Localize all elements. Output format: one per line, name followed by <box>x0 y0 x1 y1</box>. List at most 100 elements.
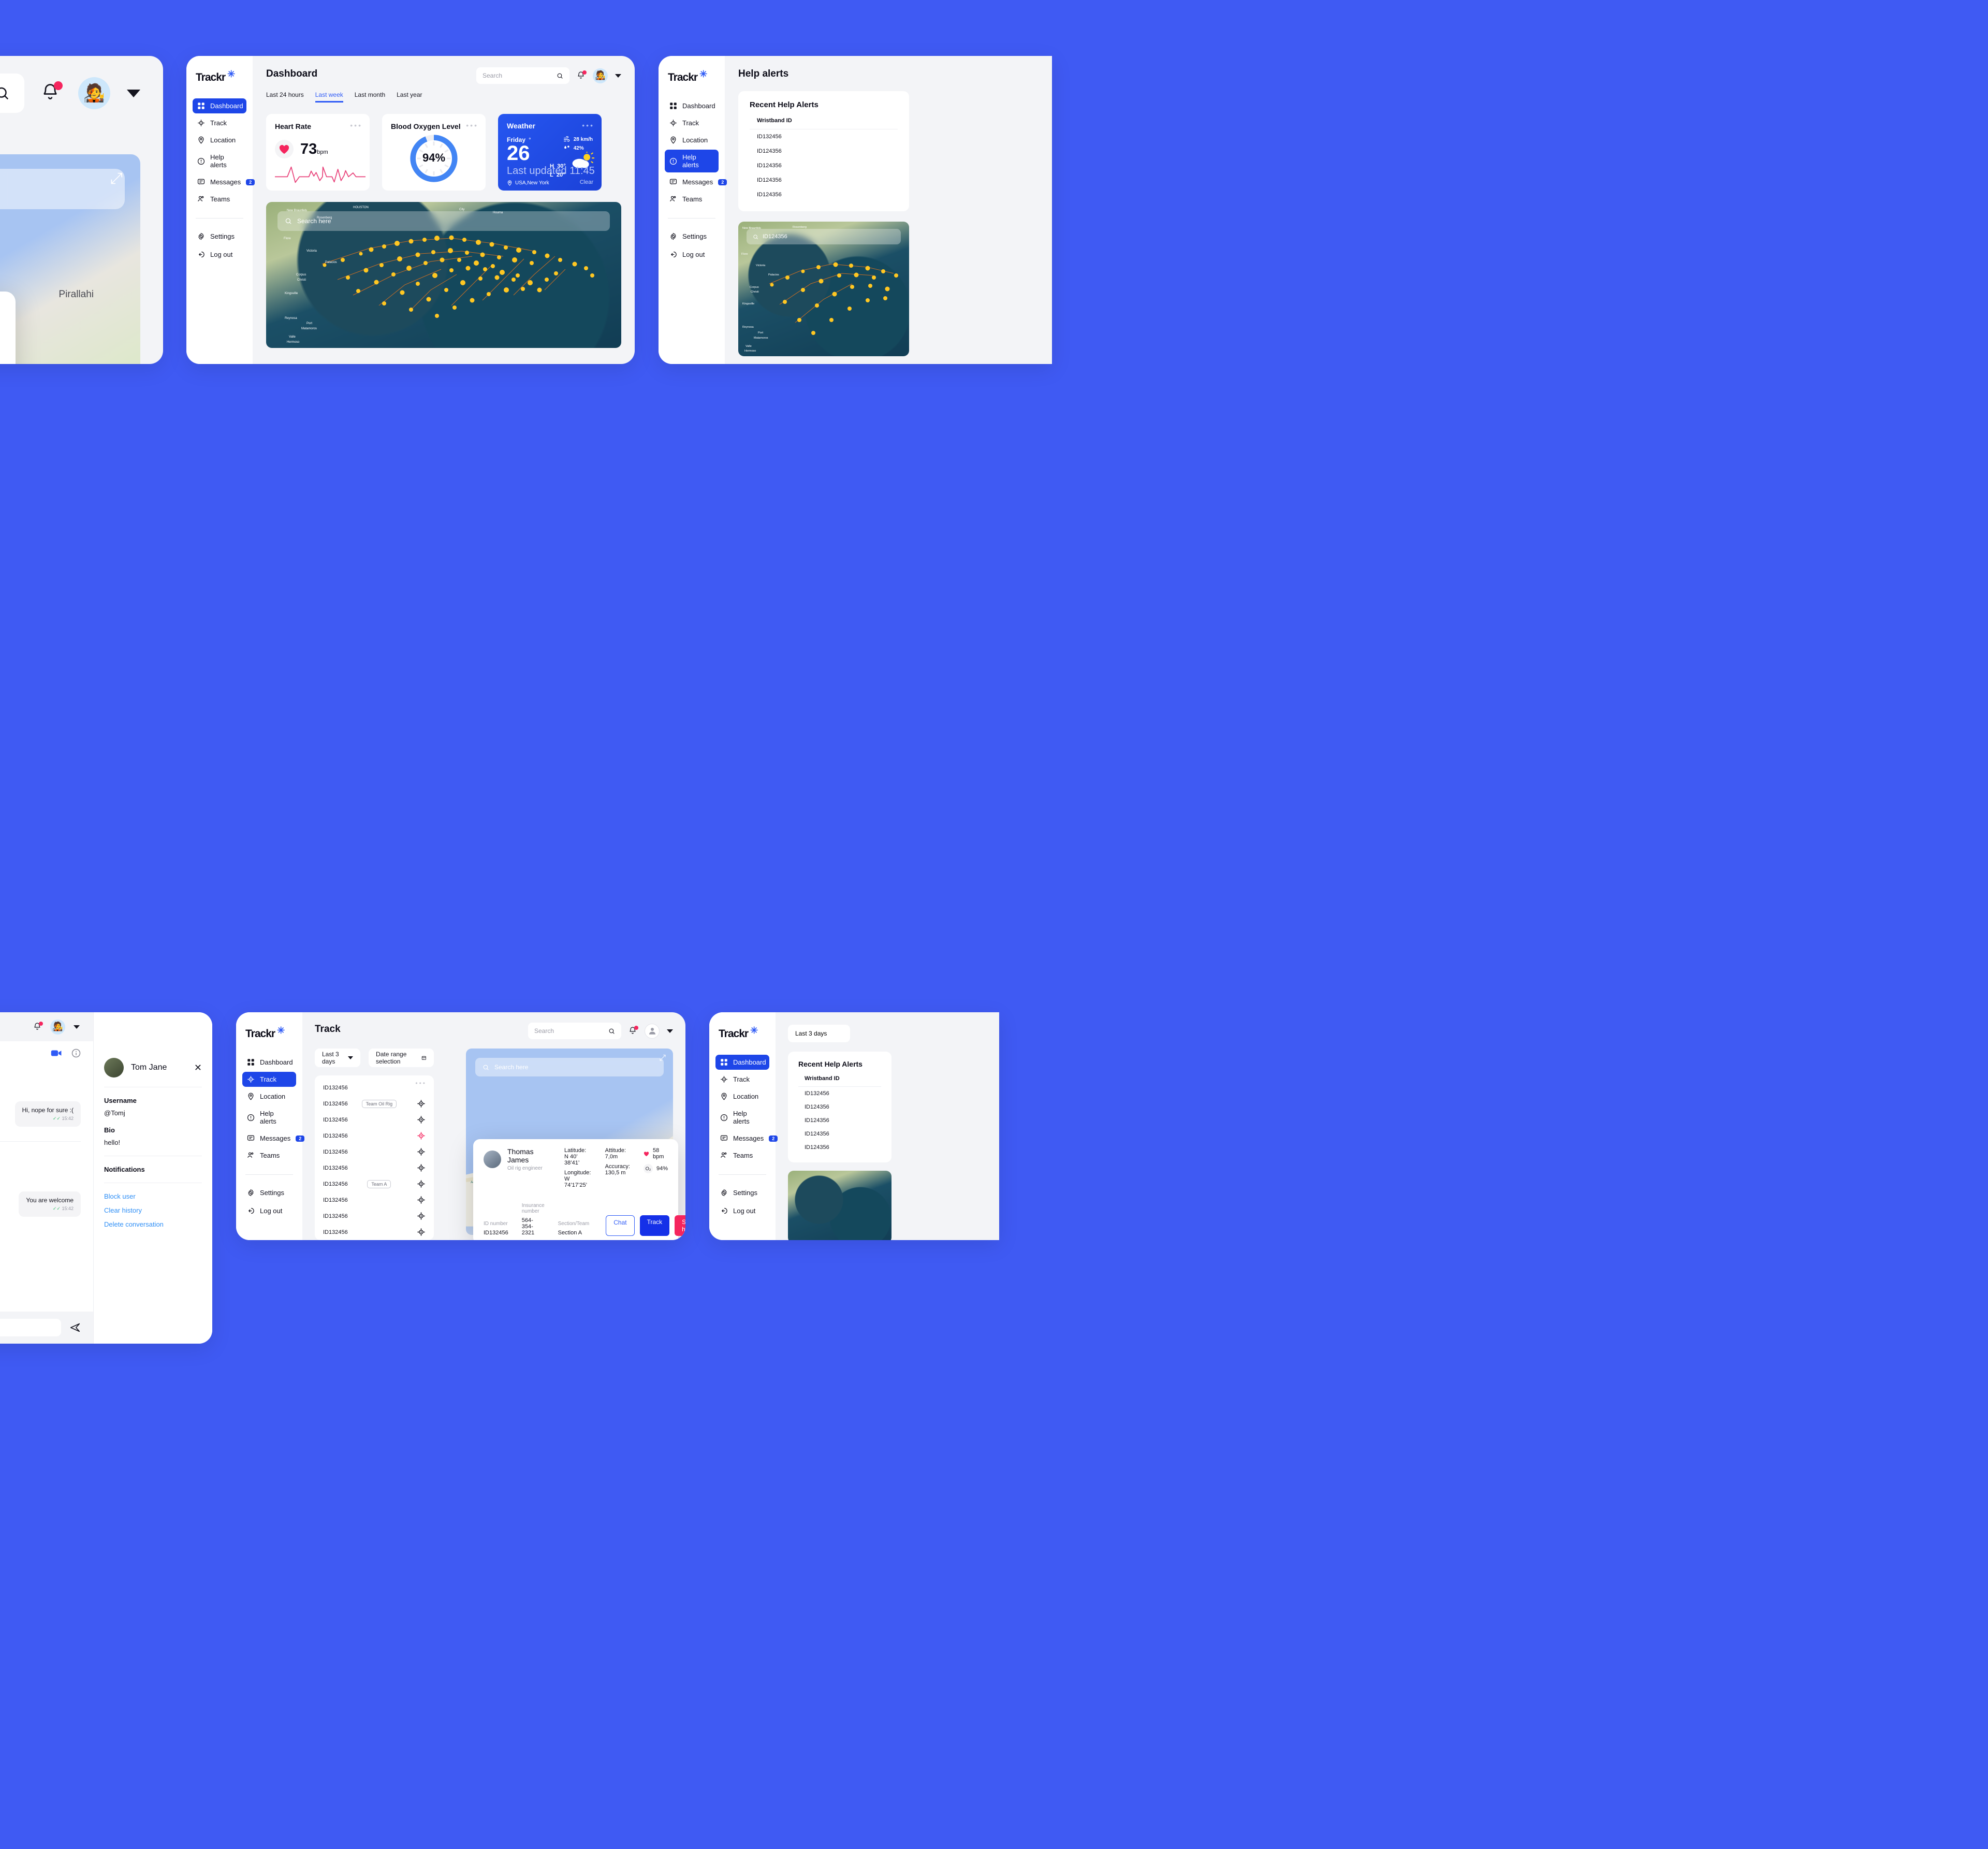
expand-icon[interactable]: ⤢ <box>110 170 123 187</box>
table-row[interactable]: ID124356 <box>757 148 782 154</box>
sidebar-item-teams[interactable]: Teams <box>242 1148 296 1163</box>
close-icon[interactable]: ✕ <box>194 1062 202 1073</box>
crosshair-icon[interactable] <box>417 1131 426 1140</box>
date-range-button[interactable]: Date range selection <box>369 1049 434 1067</box>
card-menu-icon[interactable]: ••• <box>466 121 478 129</box>
table-row[interactable]: ID124356 <box>805 1131 829 1137</box>
track-list-item[interactable]: ID132456 <box>323 1160 426 1176</box>
sidebar-item-dashboard[interactable]: Dashboard <box>665 98 719 113</box>
crosshair-icon[interactable] <box>417 1180 426 1188</box>
help-alerts-map[interactable]: ID124356 <box>738 222 909 356</box>
table-row[interactable]: ID132456 <box>750 129 898 144</box>
sidebar-item-location[interactable]: Location <box>665 133 719 148</box>
message-input[interactable] <box>0 1319 61 1336</box>
map-search-input[interactable]: Search here <box>475 1058 664 1076</box>
map-search-input[interactable]: Search here <box>0 169 125 209</box>
notifications-bell-icon[interactable] <box>628 1026 638 1036</box>
sidebar-item-location[interactable]: Location <box>715 1089 769 1104</box>
table-row[interactable]: ID132456 <box>798 1086 881 1100</box>
crosshair-icon[interactable] <box>417 1196 426 1204</box>
sidebar-item-help-alerts[interactable]: Help alerts <box>242 1106 296 1129</box>
sidebar-item-help-alerts[interactable]: Help alerts <box>665 150 719 172</box>
track-list-item[interactable]: ID132456 Team Oil Rig <box>323 1096 426 1112</box>
location-map[interactable]: Search here Pirallahi ⤢ <box>0 154 140 364</box>
tab-last-year[interactable]: Last year <box>397 91 422 98</box>
track-button[interactable]: Track <box>639 1215 670 1236</box>
table-row[interactable]: ID124356 <box>757 177 782 183</box>
sidebar-item-teams[interactable]: Teams <box>193 192 246 207</box>
chevron-down-icon[interactable] <box>667 1029 673 1033</box>
sidebar-item-settings[interactable]: Settings <box>715 1186 769 1199</box>
list-menu-icon[interactable]: ••• <box>415 1080 427 1087</box>
sidebar-item-track[interactable]: Track <box>715 1072 769 1087</box>
dashboard-map[interactable]: Search here <box>266 202 621 348</box>
table-row[interactable]: ID124356 <box>757 163 782 169</box>
sidebar-item-track[interactable]: Track <box>193 115 246 130</box>
track-list-item[interactable]: ID132456 <box>323 1112 426 1128</box>
clear-history-link[interactable]: Clear history <box>104 1206 142 1214</box>
video-call-icon[interactable] <box>51 1049 62 1057</box>
sidebar-item-logout[interactable]: Log out <box>715 1204 769 1217</box>
sidebar-item-logout[interactable]: Log out <box>193 248 246 261</box>
sidebar-item-dashboard[interactable]: Dashboard <box>715 1055 769 1070</box>
tab-last-month[interactable]: Last month <box>354 91 386 98</box>
avatar[interactable]: 🧑‍🎤 <box>78 77 110 109</box>
block-user-link[interactable]: Block user <box>104 1192 136 1200</box>
chevron-down-icon[interactable] <box>127 89 140 97</box>
sidebar-item-settings[interactable]: Settings <box>242 1186 296 1199</box>
track-list-item[interactable]: ID132456 <box>323 1208 426 1224</box>
sidebar-item-messages[interactable]: Messages 2 <box>665 174 727 190</box>
table-row[interactable]: ID124356 <box>805 1104 829 1110</box>
sidebar-item-settings[interactable]: Settings <box>193 230 246 243</box>
sidebar-item-location[interactable]: Location <box>242 1089 296 1104</box>
sidebar-item-help-alerts[interactable]: Help alerts <box>715 1106 769 1129</box>
avatar[interactable]: 🧑‍🎤 <box>593 68 608 83</box>
map-search-chip[interactable]: ID124356 <box>747 229 901 244</box>
tab-last-week[interactable]: Last week <box>315 91 343 103</box>
track-list-item[interactable]: ID132456 <box>323 1192 426 1208</box>
sidebar-item-settings[interactable]: Settings <box>665 230 719 243</box>
chat-button[interactable]: Chat <box>606 1215 635 1236</box>
track-list-item[interactable]: ID132456 Team A <box>323 1176 426 1192</box>
send-icon[interactable] <box>69 1322 81 1333</box>
avatar[interactable] <box>645 1023 660 1039</box>
notifications-bell-icon[interactable] <box>33 1022 43 1032</box>
avatar[interactable]: 🧑‍🎤 <box>50 1019 65 1035</box>
sidebar-item-track[interactable]: Track <box>242 1072 296 1087</box>
sidebar-item-messages[interactable]: Messages 2 <box>242 1131 305 1146</box>
track-list[interactable]: ••• ID132456 ID132456 Team Oil Rig ID132456… <box>315 1075 434 1240</box>
notifications-bell-icon[interactable] <box>577 70 587 81</box>
sidebar-item-messages[interactable]: Messages 2 <box>193 174 255 190</box>
sidebar-item-logout[interactable]: Log out <box>242 1204 296 1217</box>
notifications-bell-icon[interactable] <box>41 81 63 105</box>
search-input[interactable]: Search <box>0 74 24 113</box>
sidebar-item-location[interactable]: Location <box>193 133 246 148</box>
delete-conversation-link[interactable]: Delete conversation <box>104 1220 164 1228</box>
table-row[interactable]: ID124356 <box>805 1117 829 1124</box>
track-list-item[interactable]: ID132456 <box>323 1144 426 1160</box>
card-menu-icon[interactable]: ••• <box>350 121 362 129</box>
expand-icon[interactable]: ⤢ <box>659 1054 666 1062</box>
crosshair-icon[interactable] <box>417 1163 426 1172</box>
crosshair-icon[interactable] <box>417 1147 426 1156</box>
search-input[interactable]: Search <box>528 1023 621 1039</box>
map-search-input[interactable]: Search here <box>277 211 610 231</box>
track-list-item[interactable]: ID132456 <box>323 1224 426 1240</box>
sidebar-item-dashboard[interactable]: Dashboard <box>193 98 246 113</box>
sidebar-item-messages[interactable]: Messages 2 <box>715 1131 778 1146</box>
sidebar-item-dashboard[interactable]: Dashboard <box>242 1055 296 1070</box>
sidebar-item-track[interactable]: Track <box>665 115 719 130</box>
sidebar-item-logout[interactable]: Log out <box>665 248 719 261</box>
track-list-item[interactable]: ID132456 <box>323 1128 426 1144</box>
range-select[interactable]: Last 3 days <box>788 1025 850 1042</box>
range-select[interactable]: Last 3 days <box>315 1049 361 1067</box>
chevron-down-icon[interactable] <box>615 74 621 78</box>
send-help-button[interactable]: Send help <box>675 1215 685 1236</box>
track-list-item[interactable]: ID132456 <box>323 1080 426 1096</box>
sidebar-item-teams[interactable]: Teams <box>715 1148 769 1163</box>
table-row[interactable]: ID124356 <box>757 192 782 198</box>
table-row[interactable]: ID124356 <box>805 1144 829 1151</box>
chevron-down-icon[interactable] <box>74 1025 80 1029</box>
tab-last-24-hours[interactable]: Last 24 hours <box>266 91 304 98</box>
crosshair-icon[interactable] <box>417 1099 426 1108</box>
